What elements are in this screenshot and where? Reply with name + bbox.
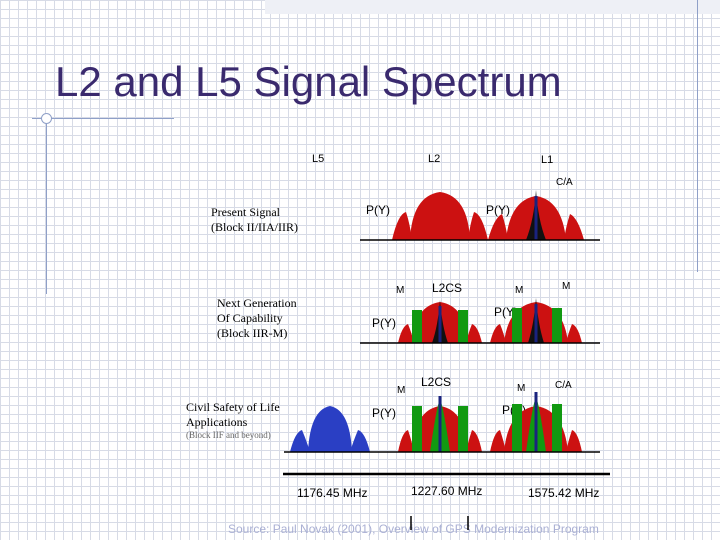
civil-spectrum: [284, 392, 600, 453]
civil-m-left-label: M: [397, 385, 406, 396]
civil-l2-py-side-left: [398, 430, 414, 452]
decor-line-horizontal: [32, 118, 174, 119]
decor-line-vertical: [46, 118, 47, 294]
decor-line-right: [697, 0, 698, 272]
next-ca-spike: [534, 304, 538, 343]
civil-l1-py-side-right: [566, 430, 582, 452]
civil-l2cs-label: L2CS: [421, 375, 452, 389]
present-l2-py-side-right: [468, 212, 488, 240]
header-band: [265, 0, 720, 14]
civil-m-mid-label: M: [517, 383, 526, 394]
present-ca-spike: [534, 196, 538, 240]
civil-l5-main: [308, 406, 352, 452]
row-label-present-line2: (Block II/IIA/IIR): [211, 220, 298, 234]
civil-l1-py-side-left: [490, 430, 506, 452]
civil-py-left-label: P(Y): [372, 406, 396, 420]
source-citation: Source: Paul Novak (2001), Overview of G…: [228, 522, 599, 536]
civil-l2-m-left: [412, 406, 422, 452]
civil-l5-side-right: [350, 430, 370, 452]
next-l2-py-side-left: [398, 324, 414, 343]
slide-title: L2 and L5 Signal Spectrum: [55, 58, 562, 105]
next-l2cs-label: L2CS: [432, 281, 463, 295]
band-label-l5: L5: [312, 153, 325, 165]
next-m-left-label: M: [396, 285, 405, 296]
next-l1-py-side-left: [490, 324, 506, 343]
row-label-present: Present Signal (Block II/IIA/IIR): [211, 205, 298, 235]
present-spectrum: [360, 190, 600, 241]
civil-l2-py-side-right: [466, 430, 482, 452]
present-l1-py-side-left: [488, 214, 508, 240]
present-py-left-label: P(Y): [366, 203, 390, 217]
present-l2-py-side-left: [392, 212, 412, 240]
civil-l2-m-right: [458, 406, 468, 452]
present-py-right-label: P(Y): [486, 203, 510, 217]
next-m-right-label: M: [562, 281, 571, 292]
row-label-civil-line3: (Block IIF and beyond): [186, 430, 271, 440]
row-label-present-line1: Present Signal: [211, 205, 280, 219]
next-l2-m-right: [458, 310, 468, 343]
row-label-next-line2: Of Capability: [217, 311, 283, 325]
decor-circle: [41, 113, 52, 124]
civil-l5-side-left: [290, 430, 310, 452]
next-l1-m-left: [512, 308, 522, 343]
civil-l1-m-left: [512, 404, 522, 452]
civil-ca-label: C/A: [555, 380, 572, 391]
civil-l2cs-spike: [438, 396, 442, 452]
present-l1-py-side-right: [564, 214, 584, 240]
present-ca-label: C/A: [556, 177, 573, 188]
next-spectrum: [360, 298, 600, 344]
row-label-next-line1: Next Generation: [217, 296, 297, 310]
present-l2-py-main: [410, 192, 470, 240]
civil-ca-spike: [534, 392, 538, 452]
row-label-civil-line2: Applications: [186, 415, 248, 429]
row-label-next: Next Generation Of Capability (Block IIR…: [217, 296, 297, 341]
next-l2-py-side-right: [466, 324, 482, 343]
band-label-l1: L1: [541, 154, 554, 166]
row-label-next-line3: (Block IIR-M): [217, 326, 288, 340]
freq-label-l2: 1227.60 MHz: [411, 484, 483, 498]
next-l2cs-spike: [438, 306, 442, 343]
row-label-civil: Civil Safety of Life Applications: [186, 400, 280, 430]
freq-label-l1: 1575.42 MHz: [528, 486, 600, 500]
next-l1-m-right: [552, 308, 562, 343]
band-label-l2: L2: [428, 153, 441, 165]
freq-label-l5: 1176.45 MHz: [297, 486, 368, 500]
next-l2-m-left: [412, 310, 422, 343]
next-m-mid-label: M: [515, 285, 524, 296]
next-py-left-label: P(Y): [372, 316, 396, 330]
row-label-civil-line1: Civil Safety of Life: [186, 400, 280, 414]
civil-l1-m-right: [552, 404, 562, 452]
frequency-axis: [283, 472, 610, 530]
next-l1-py-side-right: [566, 324, 582, 343]
